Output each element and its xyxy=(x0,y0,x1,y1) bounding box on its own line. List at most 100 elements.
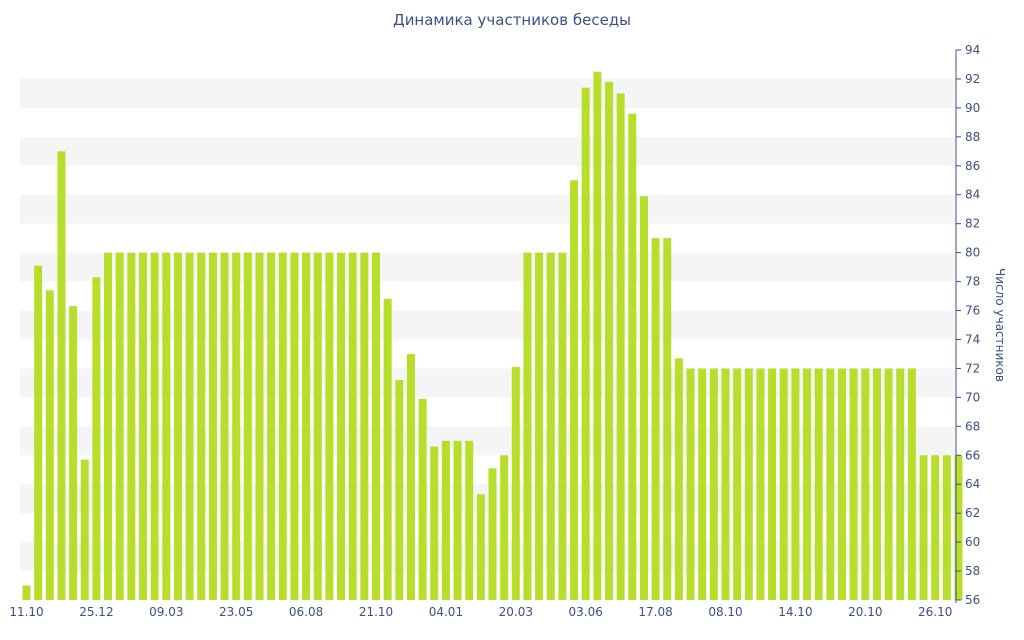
bar xyxy=(465,440,474,600)
bar xyxy=(127,252,136,600)
grid-band xyxy=(20,194,955,224)
bar xyxy=(779,368,788,600)
bar xyxy=(954,455,963,600)
bar xyxy=(861,368,870,600)
bar xyxy=(849,368,858,600)
y-tick-label: 84 xyxy=(965,188,980,202)
bar xyxy=(907,368,916,600)
bar xyxy=(546,252,555,600)
bar xyxy=(500,455,509,600)
bar-series xyxy=(22,71,963,601)
x-tick-label: 03.06 xyxy=(569,605,603,619)
y-tick-label: 92 xyxy=(965,72,980,86)
chart-title: Динамика участников беседы xyxy=(392,11,632,29)
bar xyxy=(430,446,439,600)
y-tick-label: 76 xyxy=(965,304,980,318)
bar xyxy=(826,368,835,600)
x-axis-ticks: 11.10 25.12 09.03 23.05 06.08 21.10 04.01 20.03… xyxy=(9,605,952,619)
bar xyxy=(372,252,380,600)
bar xyxy=(208,252,217,600)
bar xyxy=(243,252,252,600)
bar xyxy=(523,252,532,600)
y-tick-label: 60 xyxy=(965,535,980,549)
bar xyxy=(302,252,311,600)
bar xyxy=(185,252,194,600)
bar xyxy=(674,358,683,600)
x-tick-label: 09.03 xyxy=(149,605,183,619)
bar xyxy=(663,238,672,600)
x-tick-label: 17.08 xyxy=(638,605,672,619)
x-tick-label: 21.10 xyxy=(359,605,393,619)
bar xyxy=(872,368,881,600)
y-tick-label: 62 xyxy=(965,506,980,520)
y-tick-label: 88 xyxy=(965,130,980,144)
bar xyxy=(57,151,66,600)
bar xyxy=(337,252,346,600)
bar xyxy=(593,71,602,600)
grid-band xyxy=(20,78,955,108)
y-tick-label: 72 xyxy=(965,361,980,375)
bar xyxy=(22,585,31,600)
bar xyxy=(348,252,357,600)
y-axis-label: Число участников xyxy=(993,268,1007,382)
x-tick-label: 14.10 xyxy=(778,605,812,619)
bar xyxy=(92,277,101,600)
bar xyxy=(488,468,497,600)
bar xyxy=(884,368,893,600)
bar xyxy=(838,368,846,600)
bar xyxy=(476,494,485,600)
bar xyxy=(360,252,369,600)
bar xyxy=(896,368,905,600)
bar xyxy=(616,93,625,601)
bar xyxy=(150,252,159,600)
bar xyxy=(733,368,742,600)
y-tick-label: 74 xyxy=(965,332,980,346)
bar xyxy=(383,298,392,600)
bar xyxy=(698,368,707,600)
y-tick-label: 58 xyxy=(965,564,980,578)
bar xyxy=(803,368,812,600)
bar xyxy=(173,252,182,600)
bar xyxy=(255,252,264,600)
bar xyxy=(441,440,450,600)
bar xyxy=(651,238,660,600)
bar xyxy=(325,252,334,600)
x-tick-label: 20.03 xyxy=(499,605,533,619)
bar xyxy=(581,87,590,600)
bar xyxy=(290,252,299,600)
bar xyxy=(34,265,43,600)
y-tick-label: 68 xyxy=(965,419,980,433)
bar xyxy=(104,252,113,600)
bar xyxy=(931,455,940,600)
y-tick-label: 66 xyxy=(965,448,980,462)
grid-band xyxy=(20,252,955,282)
bar xyxy=(45,290,54,600)
y-tick-label: 90 xyxy=(965,101,980,115)
bar xyxy=(406,353,415,600)
bar xyxy=(791,368,800,600)
bar xyxy=(768,368,777,600)
bar xyxy=(418,398,427,600)
bar xyxy=(453,440,462,600)
bar xyxy=(232,252,241,600)
bar xyxy=(313,252,322,600)
bar xyxy=(197,252,206,600)
y-tick-label: 86 xyxy=(965,159,980,173)
grid-band xyxy=(20,310,955,340)
y-tick-label: 70 xyxy=(965,390,980,404)
y-tick-label: 56 xyxy=(965,593,980,607)
x-tick-label: 20.10 xyxy=(848,605,882,619)
bar xyxy=(115,252,124,600)
y-axis-ticks: 56 58 60 62 64 66 68 70 72 74 76 78 80 82 84 86 88 90 92 94 xyxy=(956,43,980,607)
x-tick-label: 25.12 xyxy=(79,605,113,619)
bar xyxy=(744,368,753,600)
bar xyxy=(395,380,404,600)
bar xyxy=(942,455,951,600)
bar xyxy=(162,252,171,600)
bar xyxy=(511,366,520,600)
bar xyxy=(267,252,276,600)
bar xyxy=(919,455,928,600)
x-tick-label: 23.05 xyxy=(219,605,253,619)
x-tick-label: 11.10 xyxy=(9,605,43,619)
